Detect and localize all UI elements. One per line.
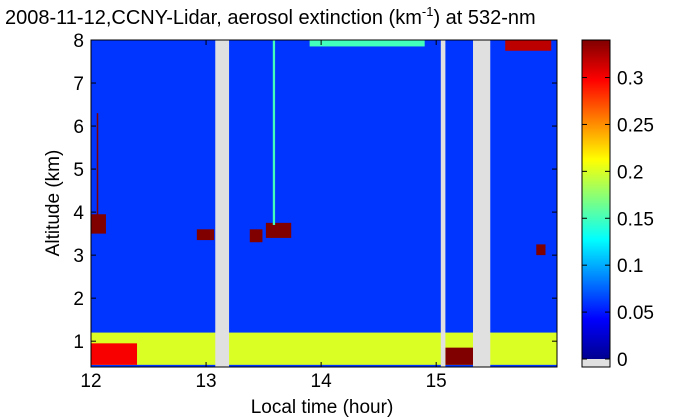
y-tick-label-0: 1	[73, 332, 84, 353]
colorbar-tick-label-5: 0.25	[617, 115, 654, 136]
y-tick-label-5: 6	[73, 117, 84, 138]
heatmap-feature-8	[505, 40, 552, 51]
colorbar: 0 0.05 0.1 0.15 0.2 0.25 0.3	[581, 39, 654, 371]
y-tick-label-6: 7	[73, 74, 84, 95]
heatmap-plot-area	[90, 39, 558, 368]
missing-data-gaps	[215, 40, 491, 367]
y-tick-label-7: 8	[73, 31, 84, 52]
colorbar-tick-label-3: 0.15	[617, 209, 654, 230]
x-tick-label-1: 13	[195, 371, 216, 392]
x-tick-label-0: 12	[80, 371, 101, 392]
missing-data-gap-1	[440, 40, 446, 367]
chart-title-suffix: ) at 532-nm	[433, 7, 535, 29]
y-tick-label-1: 2	[73, 289, 84, 310]
heatmap-feature-10	[272, 40, 276, 226]
heatmap-feature-6	[265, 222, 292, 238]
y-tick-label-4: 5	[73, 160, 84, 181]
heatmap-feature-5	[249, 229, 263, 243]
heatmap-feature-2	[445, 347, 474, 365]
chart-title-prefix: 2008-11-12,CCNY-Lidar, aerosol extinctio…	[5, 7, 422, 29]
x-axis-label: Local time (hour)	[251, 397, 394, 418]
heatmap-feature-7	[536, 244, 546, 256]
colorbar-tick-label-6: 0.3	[617, 69, 643, 90]
x-axis-ticks: 12 13 14 15	[80, 40, 447, 392]
colorbar-frame	[581, 39, 611, 368]
x-tick-label-2: 14	[311, 371, 333, 392]
chart-title-superscript: -1	[422, 4, 434, 19]
colorbar-ticks: 0 0.05 0.1 0.15 0.2 0.25 0.3	[582, 69, 654, 371]
plot-frame	[90, 39, 558, 368]
heatmap-feature-1	[91, 343, 138, 365]
heatmap-feature-11	[96, 113, 99, 221]
y-axis-ticks: 1 2 3 4 5 6 7 8	[73, 31, 557, 353]
colorbar-tick-label-2: 0.1	[617, 256, 643, 277]
colorbar-missing-swatch	[582, 359, 610, 367]
colorbar-tick-label-1: 0.05	[617, 303, 654, 324]
x-tick-label-3: 15	[426, 371, 447, 392]
heatmap-feature-9	[309, 40, 425, 47]
heatmap-feature-4	[196, 229, 215, 241]
heatmap-feature-3	[91, 214, 106, 234]
missing-data-gap-2	[473, 40, 491, 367]
colorbar-tick-label-4: 0.2	[617, 162, 643, 183]
colorbar-gradient	[582, 40, 610, 359]
y-axis-label: Altitude (km)	[43, 150, 64, 257]
missing-data-gap-0	[215, 40, 230, 367]
chart-title: 2008-11-12,CCNY-Lidar, aerosol extinctio…	[5, 4, 536, 29]
colorbar-tick-label-0: 0	[617, 350, 628, 371]
y-tick-label-3: 4	[73, 203, 84, 224]
y-tick-label-2: 3	[73, 246, 84, 267]
